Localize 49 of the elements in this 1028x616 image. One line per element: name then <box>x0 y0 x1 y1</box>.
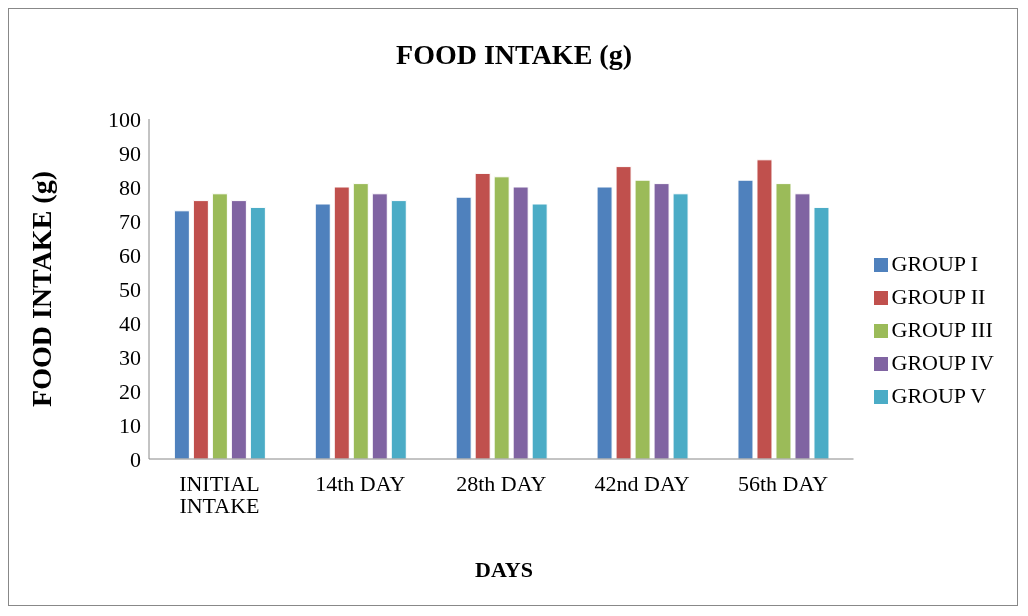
y-tick-label: 50 <box>119 276 141 302</box>
bar <box>672 193 689 459</box>
bar <box>813 206 830 459</box>
bar <box>455 196 472 459</box>
legend-label: GROUP IV <box>891 349 994 375</box>
bar <box>653 183 670 459</box>
bar <box>230 200 247 459</box>
bar <box>794 193 811 459</box>
bar <box>756 159 773 459</box>
x-tick-label: 14th DAY <box>315 470 406 496</box>
y-tick-label: 100 <box>108 106 141 132</box>
y-tick-label: 40 <box>119 310 141 336</box>
legend-label: GROUP V <box>891 382 987 408</box>
bar <box>493 176 510 459</box>
bar <box>474 172 491 459</box>
bar <box>173 210 190 459</box>
bar <box>737 179 754 459</box>
chart-title: FOOD INTAKE (g) <box>395 39 633 71</box>
bar <box>249 206 266 459</box>
bar <box>512 186 529 459</box>
y-tick-label: 20 <box>119 378 141 404</box>
bar <box>390 200 407 459</box>
legend-label: GROUP I <box>891 250 979 276</box>
bar <box>352 183 369 459</box>
y-tick-label: 70 <box>119 208 141 234</box>
y-axis-title: FOOD INTAKE (g) <box>25 171 57 407</box>
x-axis-title: DAYS <box>474 557 534 583</box>
y-tick-label: 0 <box>130 446 141 472</box>
x-tick-label: INITIAL INTAKE <box>179 470 260 518</box>
y-tick-label: 80 <box>119 174 141 200</box>
x-tick-label: 56th DAY <box>737 470 829 496</box>
x-tick-label: 28th DAY <box>456 470 547 496</box>
bar <box>371 193 388 459</box>
y-tick-label: 10 <box>119 412 141 438</box>
y-tick-label: 30 <box>119 344 141 370</box>
bar <box>333 186 350 459</box>
bar <box>596 186 613 459</box>
bar <box>531 203 548 459</box>
bar <box>211 193 228 459</box>
y-tick-label: 90 <box>119 140 141 166</box>
legend-label: GROUP III <box>891 316 993 342</box>
y-tick-label: 60 <box>119 242 141 268</box>
bar <box>775 183 792 459</box>
bar <box>634 179 651 459</box>
bar <box>615 166 632 459</box>
bar <box>192 200 209 459</box>
legend-label: GROUP II <box>891 283 986 309</box>
bar <box>314 203 331 459</box>
x-tick-label: 42nd DAY <box>594 470 690 496</box>
